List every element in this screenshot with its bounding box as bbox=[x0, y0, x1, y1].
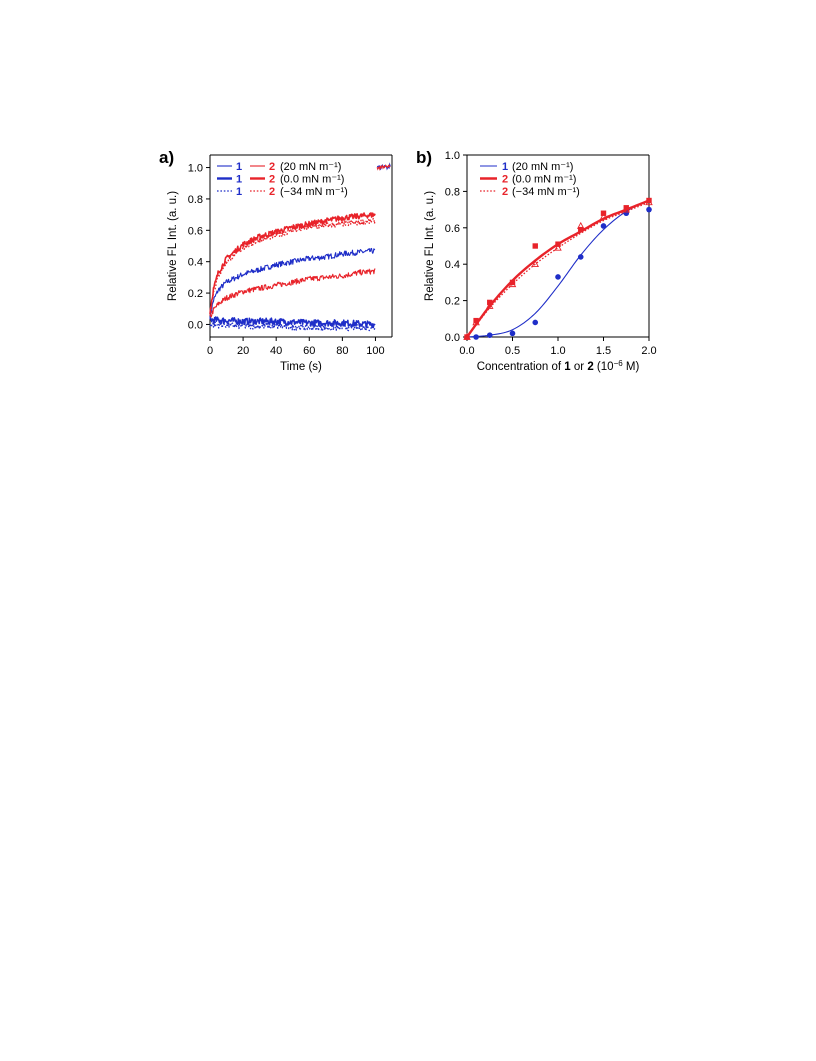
panel-a-legend-label: (−34 mN m⁻¹) bbox=[280, 186, 348, 198]
panel-a-reference-trace bbox=[376, 164, 391, 171]
panel-a-x-tick-label: 40 bbox=[270, 345, 282, 357]
panel-a-legend-key-1: 1 bbox=[236, 161, 242, 173]
panel-b-x-title-part: 2 bbox=[587, 361, 593, 373]
panel-a-legend-label: (0.0 mN m⁻¹) bbox=[280, 174, 344, 186]
panel-a-y-axis-title: Relative FL Int. (a. u.) bbox=[167, 191, 179, 301]
panel-a-legend-key-1: 1 bbox=[236, 186, 242, 198]
panel-b-x-title-part: M) bbox=[623, 361, 640, 373]
panel-b: b) 0.0 0.5 1.0 1.5 2.0 0.0 0.2 0.4 0.6 0.8 1.0 Con… bbox=[416, 148, 657, 373]
panel-b-point-2-triangle bbox=[599, 212, 608, 220]
panel-b-y-axis-title: Relative FL Int. (a. u.) bbox=[424, 191, 436, 301]
panel-b-point-1 bbox=[555, 274, 561, 280]
panel-b-point-2-triangle bbox=[485, 301, 494, 309]
panel-a-y-tick-label: 0.2 bbox=[188, 288, 203, 300]
panel-b-point-2-triangle bbox=[645, 198, 653, 206]
panel-b-point-2-triangle bbox=[472, 318, 480, 326]
panel-b-x-tick-label: 1.5 bbox=[596, 345, 611, 357]
panel-b-x-title-part: −6 bbox=[614, 359, 624, 368]
panel-a-y-tick-label: 0.0 bbox=[188, 319, 203, 331]
panel-a: a) 0 20 40 60 80 100 0.0 0.2 0.4 0.6 0.8 1.0 Time (… bbox=[159, 148, 393, 373]
panel-b-point-2-square bbox=[578, 226, 584, 233]
panel-a-legend-key-2: 2 bbox=[269, 161, 275, 173]
panel-b-y-tick-label: 1.0 bbox=[445, 150, 460, 162]
panel-b-legend: 1 (20 mN m⁻¹) 2 (0.0 mN m⁻¹) 2 (−34 mN m⁻¹) bbox=[480, 161, 580, 198]
panel-b-x-title-part: Concentration of bbox=[477, 361, 565, 373]
panel-a-y-tick-label: 0.8 bbox=[188, 194, 203, 206]
panel-b-legend-label: (20 mN m⁻¹) bbox=[512, 161, 573, 173]
panel-b-legend-key: 2 bbox=[502, 174, 508, 186]
panel-a-y-tick-label: 0.6 bbox=[188, 225, 203, 237]
panel-b-legend-label: (−34 mN m⁻¹) bbox=[512, 186, 580, 198]
panel-b-point-2-triangle bbox=[554, 243, 562, 251]
panel-b-label: b) bbox=[416, 148, 432, 167]
panel-a-series-2-thick-solid bbox=[209, 212, 376, 314]
panel-a-series-2-thin-solid bbox=[209, 268, 376, 318]
panel-b-point-2-square bbox=[473, 317, 479, 324]
panel-a-y-tick-label: 0.4 bbox=[188, 257, 203, 269]
panel-b-point-2-square bbox=[532, 243, 538, 249]
panel-a-y-tick-label: 1.0 bbox=[188, 163, 203, 175]
panel-b-y-tick-label: 0.2 bbox=[445, 296, 460, 308]
panel-a-series-1-dotted bbox=[209, 321, 376, 332]
panel-b-x-tick-label: 0.0 bbox=[459, 345, 474, 357]
panel-b-x-axis-title: Concentration of 1 or 2 (10−6 M) bbox=[477, 359, 640, 374]
panel-b-legend-key: 2 bbox=[502, 186, 508, 198]
panel-a-legend-key-2: 2 bbox=[269, 186, 275, 198]
panel-b-point-1 bbox=[646, 206, 652, 213]
panel-b-fit-2-thick-solid bbox=[466, 199, 650, 338]
panel-b-point-1 bbox=[532, 319, 539, 326]
panel-b-point-2-square bbox=[623, 205, 629, 211]
panel-b-x-title-part: (10 bbox=[594, 361, 614, 373]
panel-a-legend-key-2: 2 bbox=[269, 174, 275, 186]
panel-b-point-2-triangle bbox=[463, 332, 471, 340]
panel-b-point-1 bbox=[486, 332, 493, 338]
panel-b-point-2-triangle bbox=[622, 205, 631, 213]
panel-a-series-1-thin-solid bbox=[209, 247, 376, 320]
panel-b-x-tick-label: 0.5 bbox=[505, 345, 520, 357]
panel-a-series-2-dotted bbox=[209, 217, 376, 316]
panel-b-y-tick-label: 0.8 bbox=[445, 186, 460, 198]
panel-a-series bbox=[209, 162, 391, 332]
panel-a-x-tick-label: 80 bbox=[336, 345, 348, 357]
panel-b-point-1 bbox=[509, 330, 516, 337]
panel-a-label: a) bbox=[159, 148, 174, 167]
panel-b-x-title-part: 1 bbox=[564, 361, 571, 373]
panel-a-x-axis-title: Time (s) bbox=[280, 361, 322, 373]
panel-b-fit-2-dotted bbox=[466, 201, 650, 338]
panel-b-y-tick-label: 0.6 bbox=[445, 223, 460, 235]
panel-b-legend-key: 1 bbox=[502, 161, 508, 173]
panel-b-point-2-square bbox=[509, 279, 516, 286]
panel-b-point-2-triangle bbox=[508, 280, 517, 288]
panel-b-x-tick-label: 2.0 bbox=[641, 345, 656, 357]
panel-a-x-tick-label: 100 bbox=[366, 345, 384, 357]
panel-b-point-1 bbox=[473, 334, 479, 340]
panel-b-point-1 bbox=[600, 223, 607, 229]
panel-b-legend-label: (0.0 mN m⁻¹) bbox=[512, 174, 576, 186]
panel-a-x-tick-label: 0 bbox=[207, 345, 213, 357]
panel-b-ticks: 0.0 0.5 1.0 1.5 2.0 0.0 0.2 0.4 0.6 0.8 1.0 bbox=[445, 150, 657, 357]
panel-a-x-tick-label: 20 bbox=[237, 345, 249, 357]
panel-b-fit-1-thin-solid bbox=[466, 200, 650, 338]
panel-a-series-1-thick-solid bbox=[209, 316, 376, 329]
panel-b-point-2-triangle bbox=[576, 221, 585, 229]
panel-b-point-1 bbox=[577, 254, 584, 260]
panel-b-x-title-part: or bbox=[571, 361, 588, 373]
panel-a-ticks: 0 20 40 60 80 100 0.0 0.2 0.4 0.6 0.8 1.0 bbox=[188, 163, 385, 357]
panel-a-legend-key-1: 1 bbox=[236, 174, 242, 186]
panel-b-x-tick-label: 1.0 bbox=[550, 345, 565, 357]
panel-b-point-2-triangle bbox=[531, 260, 540, 268]
panel-b-y-tick-label: 0.0 bbox=[445, 332, 460, 344]
panel-b-point-2-square bbox=[646, 197, 652, 204]
panel-a-legend: 1 2 (20 mN m⁻¹) 1 2 (0.0 mN m⁻¹) 1 2 (−34 mN m⁻¹… bbox=[217, 161, 348, 198]
panel-b-series bbox=[463, 197, 653, 340]
panel-a-legend-label: (20 mN m⁻¹) bbox=[280, 161, 341, 173]
panel-a-x-tick-label: 60 bbox=[303, 345, 315, 357]
panel-b-y-tick-label: 0.4 bbox=[445, 259, 460, 271]
